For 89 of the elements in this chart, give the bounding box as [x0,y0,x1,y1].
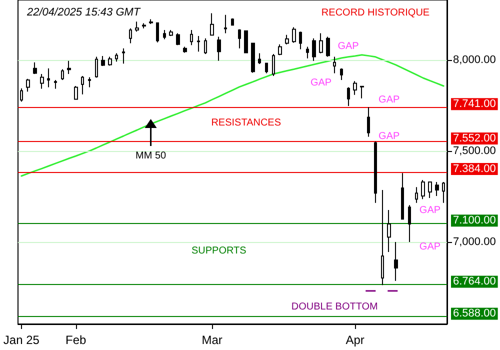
candlestick [217,36,221,62]
ref-line-label: 6.588.00 [453,308,496,320]
candlestick [156,22,159,43]
annotation: DOUBLE BOTTOM [291,301,378,312]
candlestick [169,30,173,36]
annotation: GAP [378,94,400,106]
line-series [20,54,444,177]
annotation: GAP [378,131,400,142]
annotation: GAP [419,241,441,252]
candlestick [360,86,364,99]
x-tick-label: Feb [66,333,87,347]
ref-line-label: 7.100.00 [453,214,496,227]
candlestick [40,74,44,90]
candlestick [135,21,139,32]
candlestick [428,182,432,198]
y-tick-label: 8,000.00 [453,54,496,66]
candlestick [115,52,118,62]
candlestick [163,30,166,40]
candlestick [190,30,193,46]
candlestick [244,30,248,54]
candlestick [299,31,302,50]
candlestick [265,62,268,74]
candlestick [394,242,398,282]
candlestick [258,52,261,64]
candlestick [401,172,404,220]
candlestick [326,36,330,58]
candlestick [251,42,255,74]
candlestick [312,38,316,62]
candlestick [387,210,391,252]
candlestick [285,34,289,45]
candlestick [306,46,309,59]
y-tick-label: 7,500.00 [453,144,496,157]
annotation: RESISTANCES [211,117,282,128]
text: 22/04/2025 15:43 GMT [26,6,142,18]
ref-line-label: 7.552.00 [453,132,496,144]
annotation: MM 50 [136,150,167,162]
candlestick [238,28,241,49]
candlestick [26,78,30,92]
ref-line-label: 6.764.00 [453,276,496,288]
x-tick-label: Apr [346,333,364,347]
candlestick [108,56,112,66]
ref-line-label: 7.384.00 [453,163,496,175]
candlestick [319,32,323,54]
candlestick [47,68,50,88]
candlestick [224,14,227,34]
candlestick [278,44,282,56]
candlestick [415,186,418,204]
candlestick [20,88,23,102]
candlestick [435,182,439,196]
candlestick [367,106,370,138]
candlestick [67,60,71,74]
annotation: GAP [310,78,332,89]
candlestick [33,62,37,74]
candlestick [176,32,180,46]
candlestick [374,140,377,204]
ref-line-label: 7.741.00 [453,98,496,110]
candlestick [149,18,153,24]
annotation: GAP [338,40,360,52]
candlestick [231,18,234,26]
candlestick [95,56,98,78]
annotation: RECORD HISTORIQUE [321,8,430,19]
candlestick [340,68,343,80]
candlestick [88,76,91,88]
x-tick-label: Jan 25 [3,333,40,347]
candlestick [61,68,64,80]
candlestick [204,38,207,54]
candlestick [183,46,187,54]
x-tick-label: Mar [202,333,222,347]
candlestick [81,76,84,95]
y-tick-label: 7,000.00 [453,236,496,248]
candlestick [353,80,357,96]
candlestick [210,12,214,36]
candlestick [292,26,296,44]
candlestick [54,80,57,90]
candlestick [197,36,200,52]
candlestick [442,182,445,204]
annotation: SUPPORTS [191,245,247,256]
candlestick [421,180,425,200]
candlestick [381,190,384,286]
candlestick [129,28,132,44]
candlestick [122,48,125,64]
candlestick [142,22,146,29]
candlestick [272,54,275,76]
candlestick [347,86,350,106]
candlestick [333,56,336,74]
annotation: GAP [419,205,441,216]
candlestick [74,86,78,100]
candlestick [408,204,411,242]
candlestick [101,56,105,66]
